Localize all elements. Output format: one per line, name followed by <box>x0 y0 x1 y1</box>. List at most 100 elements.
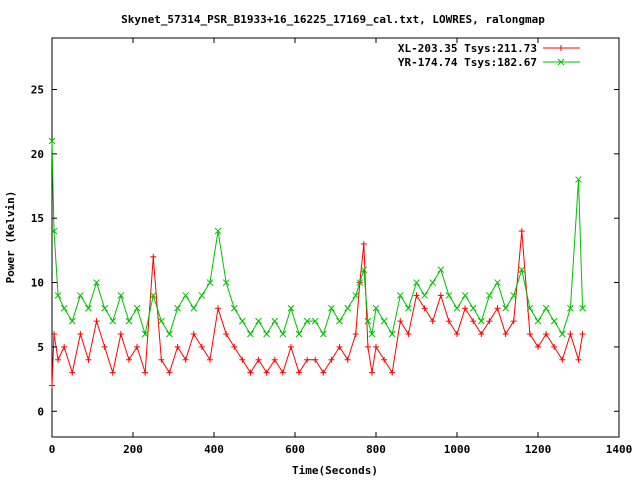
data-point <box>364 343 371 350</box>
data-point <box>51 331 58 338</box>
data-point <box>133 304 141 312</box>
data-point <box>61 343 68 350</box>
data-point <box>117 331 124 338</box>
data-point <box>69 369 76 376</box>
data-point <box>502 304 509 312</box>
data-point <box>238 317 246 325</box>
data-point <box>352 331 359 338</box>
data-point <box>336 343 343 350</box>
data-point <box>356 279 364 286</box>
data-point <box>551 343 558 350</box>
data-point <box>76 292 84 299</box>
data-point <box>413 292 420 299</box>
data-point <box>150 253 157 260</box>
data-point <box>567 331 574 338</box>
data-point <box>543 331 550 338</box>
data-point <box>558 330 566 338</box>
x-tick-label: 0 <box>49 443 56 456</box>
data-point <box>206 356 213 363</box>
data-point <box>360 240 367 247</box>
data-point <box>373 343 379 350</box>
data-point <box>388 330 396 338</box>
data-point <box>239 356 246 363</box>
y-tick-label: 20 <box>31 148 44 161</box>
data-point <box>230 304 238 312</box>
data-point <box>142 369 149 376</box>
data-point <box>166 330 173 338</box>
data-point <box>328 304 335 312</box>
data-point <box>360 266 368 274</box>
data-point <box>141 330 149 338</box>
data-point <box>542 304 550 312</box>
data-point <box>117 292 125 299</box>
data-point <box>352 292 360 299</box>
data-point <box>445 318 452 325</box>
data-point <box>158 356 165 363</box>
data-point <box>190 331 197 338</box>
data-point <box>101 343 108 350</box>
data-point <box>93 318 100 325</box>
data-point <box>311 317 319 325</box>
data-point <box>263 369 270 376</box>
data-point <box>494 305 501 312</box>
data-point <box>437 292 444 299</box>
data-point <box>271 317 279 325</box>
data-point <box>470 318 477 325</box>
data-point <box>486 318 493 325</box>
data-point <box>478 331 485 338</box>
data-point <box>421 305 428 312</box>
data-point <box>518 266 526 274</box>
data-point <box>296 369 303 376</box>
data-point <box>319 330 327 338</box>
data-point <box>320 369 327 376</box>
data-point <box>469 304 477 312</box>
data-point <box>405 331 412 338</box>
data-point <box>526 331 533 338</box>
data-point <box>344 356 351 363</box>
data-point <box>445 292 453 299</box>
y-tick-label: 5 <box>37 341 44 354</box>
data-point <box>263 330 271 338</box>
data-point <box>215 305 222 312</box>
data-point <box>396 292 404 299</box>
x-tick-label: 1000 <box>444 443 471 456</box>
data-point <box>550 317 558 325</box>
data-point <box>462 305 469 312</box>
plot-area <box>51 37 620 438</box>
data-point <box>214 227 222 235</box>
x-tick-label: 600 <box>285 443 305 456</box>
data-point <box>109 317 117 325</box>
data-point <box>575 356 582 363</box>
data-point <box>247 330 254 338</box>
data-point <box>190 304 198 312</box>
legend-label-yr: YR-174.74 Tsys:182.67 <box>398 56 537 69</box>
data-point <box>85 356 92 363</box>
data-point <box>368 330 376 338</box>
data-point <box>174 304 181 312</box>
legend-label-xl: XL-203.35 Tsys:211.73 <box>398 42 537 55</box>
data-point <box>510 292 518 299</box>
data-point <box>77 331 84 338</box>
data-point <box>255 356 262 363</box>
data-point <box>389 369 396 376</box>
data-point <box>304 356 311 363</box>
data-point <box>182 356 189 363</box>
x-tick-label: 400 <box>204 443 224 456</box>
data-point <box>413 279 420 286</box>
data-point <box>279 369 286 376</box>
data-point <box>328 356 335 363</box>
data-point <box>494 279 501 286</box>
series-yr <box>48 137 586 338</box>
series-xl <box>49 228 586 389</box>
data-point <box>206 279 214 286</box>
data-point <box>534 317 542 325</box>
data-point <box>247 369 254 376</box>
data-point <box>510 318 517 325</box>
x-tick-label: 1200 <box>525 443 552 456</box>
data-point <box>55 356 62 363</box>
data-point <box>149 292 157 299</box>
data-point <box>85 304 92 312</box>
data-point <box>364 317 372 325</box>
y-axis-label: Power (Kelvin) <box>4 191 17 284</box>
data-point <box>477 317 485 325</box>
